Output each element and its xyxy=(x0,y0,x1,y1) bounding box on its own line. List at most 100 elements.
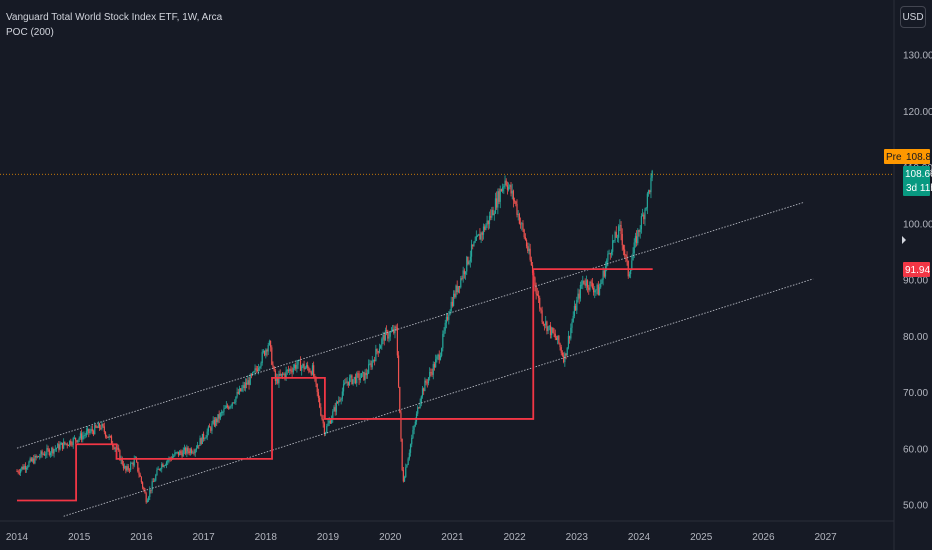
candle-body xyxy=(338,400,340,403)
candle-body xyxy=(85,431,87,436)
candle-body xyxy=(181,452,183,457)
candle-body xyxy=(333,407,335,412)
candle-body xyxy=(380,345,382,349)
x-tick-label[interactable]: 2023 xyxy=(566,532,589,543)
candle-body xyxy=(219,413,221,419)
candle-body xyxy=(109,435,111,437)
x-tick-label[interactable]: 2018 xyxy=(255,532,278,543)
x-tick-label[interactable]: 2017 xyxy=(192,532,215,543)
candle-body xyxy=(29,458,31,462)
candle-body xyxy=(265,349,267,356)
indicator-label[interactable]: POC (200) xyxy=(6,27,54,38)
candle-body xyxy=(476,235,479,237)
candle-body xyxy=(402,470,404,482)
y-tick-label[interactable]: 130.00 xyxy=(903,51,932,62)
y-tick-label[interactable]: 50.00 xyxy=(903,501,928,512)
candle-body xyxy=(383,334,385,341)
candle-body xyxy=(444,322,446,331)
candle-body xyxy=(31,458,34,462)
x-tick-label[interactable]: 2020 xyxy=(379,532,402,543)
x-tick-label[interactable]: 2019 xyxy=(317,532,340,543)
candle-body xyxy=(408,452,410,459)
candle-body xyxy=(491,209,493,218)
candle-body xyxy=(551,327,553,336)
poc-line xyxy=(17,268,653,502)
candle-body xyxy=(576,300,578,311)
candle-body xyxy=(580,284,583,286)
candle-body xyxy=(262,350,265,353)
candle-body xyxy=(512,190,515,201)
candle-body xyxy=(281,373,284,375)
candle-body xyxy=(186,447,188,454)
time-axis[interactable]: 2014 2015 2016 2017 2018 2019 2020 2021 2022 2023… xyxy=(6,532,837,543)
candle-body xyxy=(558,335,560,344)
candle-body xyxy=(613,240,615,241)
candle-body xyxy=(90,429,92,432)
x-tick-label[interactable]: 2025 xyxy=(690,532,713,543)
candle-body xyxy=(615,232,617,238)
candle-body xyxy=(530,259,532,266)
candle-body xyxy=(527,246,529,252)
x-tick-label[interactable]: 2022 xyxy=(503,532,526,543)
price-axis[interactable]: 50.0060.0070.0080.0090.00100.00110.00120… xyxy=(903,51,932,512)
candle-body xyxy=(395,326,397,328)
x-tick-label[interactable]: 2024 xyxy=(628,532,651,543)
candle-body xyxy=(511,190,513,194)
candle-body xyxy=(182,450,184,457)
candle-body xyxy=(547,326,549,332)
candle-body xyxy=(603,270,605,277)
collapse-arrow-icon[interactable] xyxy=(902,236,906,244)
candle-body xyxy=(217,414,219,423)
candle-body xyxy=(313,365,315,377)
x-tick-label[interactable]: 2015 xyxy=(68,532,91,543)
y-tick-label[interactable]: 90.00 xyxy=(903,276,928,287)
candle-body xyxy=(619,225,621,227)
x-tick-label[interactable]: 2016 xyxy=(130,532,153,543)
currency-button[interactable]: USD xyxy=(900,6,926,28)
candle-body xyxy=(176,451,178,453)
candle-body xyxy=(598,287,601,296)
channel-line[interactable] xyxy=(63,278,814,517)
candle-body xyxy=(376,349,378,352)
y-tick-label[interactable]: 120.00 xyxy=(903,107,932,118)
candle-body xyxy=(195,448,198,450)
candle-body xyxy=(19,469,22,473)
candle-body xyxy=(467,256,469,265)
candle-body xyxy=(602,270,604,280)
candle-body xyxy=(118,447,120,451)
candle-body xyxy=(344,382,346,385)
candle-body xyxy=(336,402,339,403)
candle-body xyxy=(500,189,503,192)
x-tick-label[interactable]: 2021 xyxy=(441,532,464,543)
x-tick-label[interactable]: 2026 xyxy=(752,532,775,543)
candle-body xyxy=(60,442,62,445)
bar-countdown: 3d 11h xyxy=(906,183,932,194)
candle-body xyxy=(391,329,394,332)
y-tick-label[interactable]: 80.00 xyxy=(903,332,928,343)
candle-body xyxy=(557,335,559,340)
candle-body xyxy=(247,380,249,385)
channel-line[interactable] xyxy=(16,201,804,449)
candle-body xyxy=(72,438,74,445)
candle-body xyxy=(592,288,595,293)
candle-body xyxy=(205,437,207,439)
x-tick-label[interactable]: 2014 xyxy=(6,532,29,543)
y-tick-label[interactable]: 100.00 xyxy=(903,219,932,230)
candle-body xyxy=(339,400,341,402)
y-tick-label[interactable]: 60.00 xyxy=(903,444,928,455)
candle-body xyxy=(183,447,186,451)
candle-body xyxy=(346,381,348,383)
candle-body xyxy=(445,316,448,323)
candle-body xyxy=(618,226,620,238)
candle-body xyxy=(272,364,274,367)
y-tick-label[interactable]: 70.00 xyxy=(903,388,928,399)
candle-body xyxy=(296,364,298,369)
candle-body xyxy=(536,293,538,296)
candle-body xyxy=(249,374,251,385)
channel-lines[interactable] xyxy=(16,201,814,517)
candles xyxy=(16,169,653,504)
x-tick-label[interactable]: 2027 xyxy=(814,532,837,543)
candle-body xyxy=(46,448,48,455)
candle-body xyxy=(223,408,225,412)
